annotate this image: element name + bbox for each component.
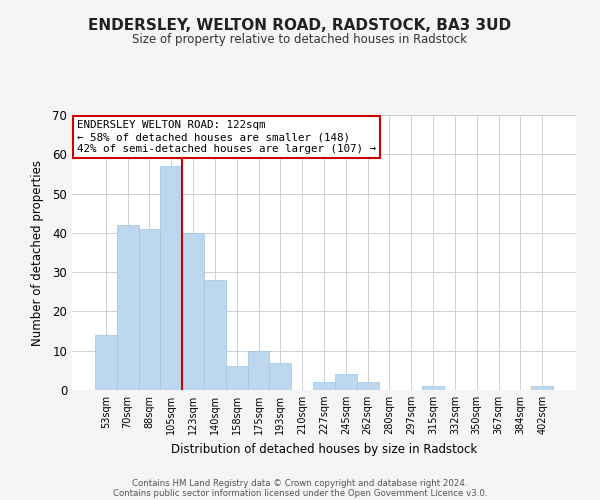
Bar [269, 362, 291, 390]
Bar [160, 166, 182, 390]
Bar [226, 366, 248, 390]
Bar [357, 382, 379, 390]
Bar [422, 386, 444, 390]
Text: Contains HM Land Registry data © Crown copyright and database right 2024.: Contains HM Land Registry data © Crown c… [132, 478, 468, 488]
Text: Size of property relative to detached houses in Radstock: Size of property relative to detached ho… [133, 32, 467, 46]
Text: ENDERSLEY WELTON ROAD: 122sqm
← 58% of detached houses are smaller (148)
42% of : ENDERSLEY WELTON ROAD: 122sqm ← 58% of d… [77, 120, 376, 154]
Bar [335, 374, 357, 390]
Y-axis label: Number of detached properties: Number of detached properties [31, 160, 44, 346]
Bar [182, 233, 204, 390]
Bar [95, 335, 117, 390]
X-axis label: Distribution of detached houses by size in Radstock: Distribution of detached houses by size … [171, 442, 477, 456]
Text: ENDERSLEY, WELTON ROAD, RADSTOCK, BA3 3UD: ENDERSLEY, WELTON ROAD, RADSTOCK, BA3 3U… [88, 18, 512, 32]
Bar [531, 386, 553, 390]
Bar [139, 229, 160, 390]
Bar [313, 382, 335, 390]
Bar [204, 280, 226, 390]
Bar [117, 225, 139, 390]
Text: Contains public sector information licensed under the Open Government Licence v3: Contains public sector information licen… [113, 488, 487, 498]
Bar [248, 350, 269, 390]
